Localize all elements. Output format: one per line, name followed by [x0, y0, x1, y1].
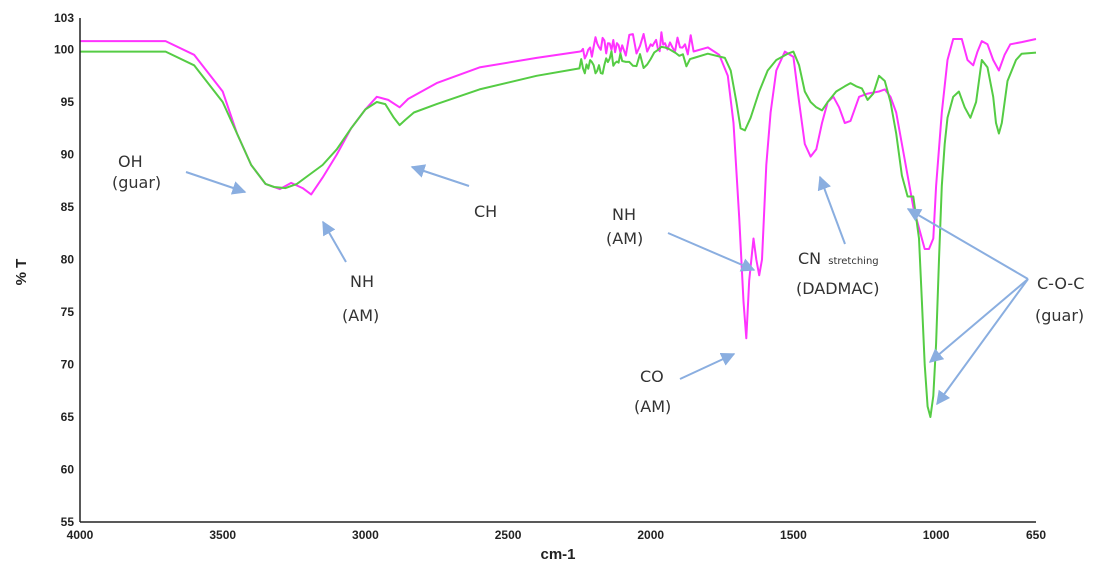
- series-line-2: [80, 45, 1037, 418]
- x-tick-label: 4000: [67, 528, 94, 542]
- y-tick-label: 103: [54, 11, 74, 25]
- annotations: OH (guar) NH (AM) CH NH (AM) CO (AM) CN: [112, 152, 1089, 416]
- annotation-nh2-line1: NH: [612, 205, 636, 224]
- annotation-coc-line1: C-O-C: [1037, 274, 1084, 293]
- annotation-oh-line1: OH: [118, 152, 143, 171]
- annotation-coc-arrow-1: [906, 208, 1029, 280]
- y-tick-label: 95: [61, 95, 75, 109]
- annotation-cn-line2: (DADMAC): [796, 279, 879, 298]
- y-tick-label: 75: [61, 305, 75, 319]
- annotation-nh-am-1: NH (AM): [342, 272, 379, 325]
- annotation-ch-line1: CH: [474, 202, 497, 221]
- annotation-nh2-arrow: [667, 232, 756, 272]
- annotation-cn-sub: stretching: [828, 256, 878, 267]
- annotation-nh1-arrow: [322, 220, 347, 263]
- annotation-cn-arrow: [817, 175, 846, 245]
- x-tick-label: 2000: [637, 528, 664, 542]
- annotation-cn-main: CN: [798, 249, 821, 268]
- annotation-oh-guar: OH (guar): [112, 152, 161, 192]
- axes: [79, 18, 1036, 523]
- plot-area: [80, 31, 1037, 418]
- annotation-co-line1: CO: [640, 367, 664, 386]
- annotation-cn-dadmac: CN stretching (DADMAC): [796, 249, 884, 298]
- annotation-coc-line2: (guar): [1035, 306, 1084, 325]
- x-tick-label: 2500: [495, 528, 522, 542]
- tick-labels: 4000 3500 3000 2500 2000 1500 1000 650 55 60 65 70 7…: [54, 11, 1046, 542]
- y-tick-label: 55: [61, 515, 75, 529]
- annotation-ch: CH: [474, 202, 497, 221]
- y-axis-title: % T: [13, 259, 30, 286]
- annotation-coc-arrow-3: [936, 278, 1029, 406]
- x-tick-label: 650: [1026, 528, 1046, 542]
- annotation-nh2-line2: (AM): [606, 229, 643, 248]
- annotation-co-arrow: [679, 352, 736, 380]
- y-tick-label: 70: [61, 358, 75, 372]
- annotation-nh-am-2: NH (AM): [606, 205, 643, 248]
- y-tick-label: 85: [61, 200, 75, 214]
- x-tick-label: 1000: [923, 528, 950, 542]
- y-tick-label: 80: [61, 253, 75, 267]
- annotation-co-line2: (AM): [634, 397, 671, 416]
- series-line-1: [80, 31, 1037, 340]
- annotation-nh1-line2: (AM): [342, 306, 379, 325]
- annotation-co-am: CO (AM): [634, 367, 671, 416]
- annotation-ch-arrow: [410, 164, 470, 187]
- annotation-coc-arrow-2: [928, 278, 1029, 363]
- y-tick-label: 60: [61, 463, 75, 477]
- x-tick-label: 1500: [780, 528, 807, 542]
- x-tick-label: 3000: [352, 528, 379, 542]
- x-axis-title: cm-1: [540, 546, 575, 563]
- annotation-oh-arrow: [185, 171, 247, 195]
- annotation-oh-line2: (guar): [112, 173, 161, 192]
- x-tick-label: 3500: [209, 528, 236, 542]
- annotation-nh1-line1: NH: [350, 272, 374, 291]
- y-tick-label: 100: [54, 43, 74, 57]
- annotation-coc-guar: C-O-C (guar): [1035, 274, 1089, 325]
- y-tick-label: 65: [61, 410, 75, 424]
- y-tick-label: 90: [61, 148, 75, 162]
